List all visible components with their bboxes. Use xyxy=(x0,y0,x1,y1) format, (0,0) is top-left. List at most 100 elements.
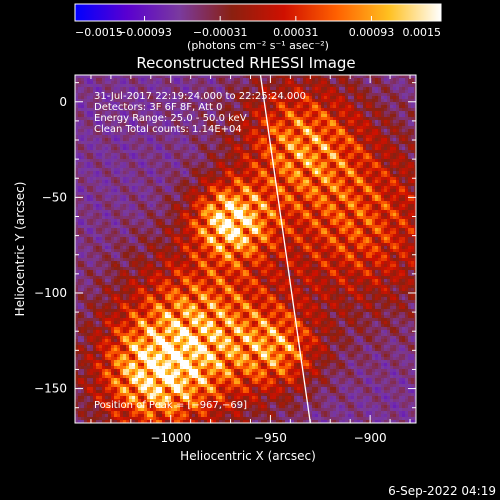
image-pixel xyxy=(381,144,385,148)
image-pixel xyxy=(288,135,292,139)
image-pixel xyxy=(147,111,151,115)
image-pixel xyxy=(81,192,85,196)
image-pixel xyxy=(318,180,322,184)
image-pixel xyxy=(156,168,160,172)
image-pixel xyxy=(297,147,301,151)
image-pixel xyxy=(279,162,283,166)
image-pixel xyxy=(306,123,310,127)
image-pixel xyxy=(291,162,295,166)
image-pixel xyxy=(399,87,403,91)
image-pixel xyxy=(210,111,214,115)
image-pixel xyxy=(333,180,337,184)
image-pixel xyxy=(318,165,322,169)
image-pixel xyxy=(363,96,367,100)
image-pixel xyxy=(75,90,79,94)
image-pixel xyxy=(282,156,286,160)
image-pixel xyxy=(219,192,223,196)
image-pixel xyxy=(258,183,262,187)
image-pixel xyxy=(90,201,94,205)
image-pixel xyxy=(324,135,328,139)
image-pixel xyxy=(366,126,370,130)
image-pixel xyxy=(300,150,304,154)
image-pixel xyxy=(75,162,79,166)
image-pixel xyxy=(165,84,169,88)
image-pixel xyxy=(330,84,334,88)
image-pixel xyxy=(111,204,115,208)
image-pixel xyxy=(111,144,115,148)
image-pixel xyxy=(207,114,211,118)
image-pixel xyxy=(393,117,397,121)
image-pixel xyxy=(75,183,79,187)
image-pixel xyxy=(330,168,334,172)
image-pixel xyxy=(171,135,175,139)
image-pixel xyxy=(171,126,175,130)
image-pixel xyxy=(186,192,190,196)
image-pixel xyxy=(309,192,313,196)
image-pixel xyxy=(108,171,112,175)
image-pixel xyxy=(75,120,79,124)
image-pixel xyxy=(411,165,415,169)
image-pixel xyxy=(138,186,142,190)
image-pixel xyxy=(234,114,238,118)
image-pixel xyxy=(150,174,154,178)
image-pixel xyxy=(342,171,346,175)
image-pixel xyxy=(153,99,157,103)
image-pixel xyxy=(249,186,253,190)
image-pixel xyxy=(282,105,286,109)
image-pixel xyxy=(303,153,307,157)
image-pixel xyxy=(279,93,283,97)
image-pixel xyxy=(192,111,196,115)
image-pixel xyxy=(279,135,283,139)
image-pixel xyxy=(387,147,391,151)
image-pixel xyxy=(144,165,148,169)
image-pixel xyxy=(93,81,97,85)
image-pixel xyxy=(207,132,211,136)
image-pixel xyxy=(246,93,250,97)
image-pixel xyxy=(315,114,319,118)
image-pixel xyxy=(111,108,115,112)
image-pixel xyxy=(114,123,118,127)
image-pixel xyxy=(183,192,187,196)
image-pixel xyxy=(309,129,313,133)
image-pixel xyxy=(219,201,223,205)
image-pixel xyxy=(105,111,109,115)
image-pixel xyxy=(201,126,205,130)
image-pixel xyxy=(204,165,208,169)
image-pixel xyxy=(126,174,130,178)
image-pixel xyxy=(81,189,85,193)
image-pixel xyxy=(372,111,376,115)
image-pixel xyxy=(333,201,337,205)
image-pixel xyxy=(387,105,391,109)
image-pixel xyxy=(84,129,88,133)
image-pixel xyxy=(237,186,241,190)
image-pixel xyxy=(204,204,208,208)
image-pixel xyxy=(123,99,127,103)
image-pixel xyxy=(249,123,253,127)
image-pixel xyxy=(363,186,367,190)
image-pixel xyxy=(216,108,220,112)
image-pixel xyxy=(132,171,136,175)
image-pixel xyxy=(408,141,412,145)
image-pixel xyxy=(150,171,154,175)
image-pixel xyxy=(177,144,181,148)
image-pixel xyxy=(354,201,358,205)
image-pixel xyxy=(309,180,313,184)
image-pixel xyxy=(192,168,196,172)
image-pixel xyxy=(294,96,298,100)
image-pixel xyxy=(177,111,181,115)
image-pixel xyxy=(372,186,376,190)
image-pixel xyxy=(114,201,118,205)
image-pixel xyxy=(261,183,265,187)
image-pixel xyxy=(192,153,196,157)
image-pixel xyxy=(78,120,82,124)
image-pixel xyxy=(117,135,121,139)
image-pixel xyxy=(369,105,373,109)
image-pixel xyxy=(102,120,106,124)
image-pixel xyxy=(114,189,118,193)
image-pixel xyxy=(123,189,127,193)
image-pixel xyxy=(345,111,349,115)
image-pixel xyxy=(297,162,301,166)
image-pixel xyxy=(135,180,139,184)
image-pixel xyxy=(387,126,391,130)
image-pixel xyxy=(354,183,358,187)
